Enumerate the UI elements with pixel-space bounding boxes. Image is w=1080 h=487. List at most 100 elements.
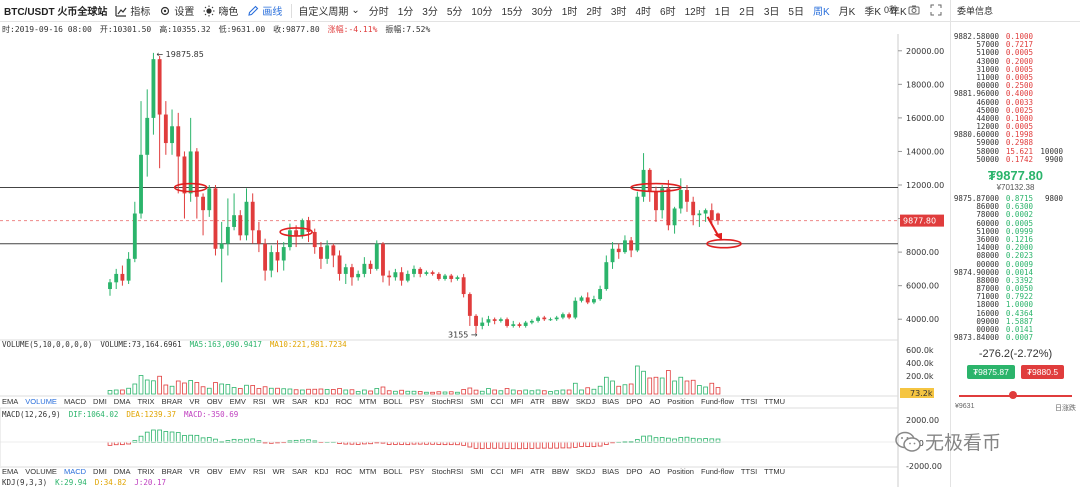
indicator-tab-ttmu[interactable]: TTMU [764,467,785,476]
indicator-tab-ttmu[interactable]: TTMU [764,397,785,406]
order-row[interactable]: 31000 0.0005 [951,65,1080,74]
order-row[interactable]: 11000 0.0005 [951,73,1080,82]
indicator-tab-bias[interactable]: BIAS [602,467,620,476]
indicator-tab-roc[interactable]: ROC [335,397,353,406]
order-row[interactable]: 18000 1.0000 [951,301,1080,309]
order-row[interactable]: 9873.84000 0.0007 [951,333,1080,342]
order-row[interactable]: 9875.87000 0.8715 9800 [951,194,1080,203]
indicator-tab-smi[interactable]: SMI [470,397,484,406]
order-row[interactable]: 45000 0.0025 [951,106,1080,115]
indicator-tab-fund-flow[interactable]: Fund-flow [700,397,734,406]
order-row[interactable]: 58000 15.621 10000 [951,147,1080,156]
indicator-tab-dmi[interactable]: DMI [93,467,107,476]
order-row[interactable]: 9880.60000 0.1998 [951,131,1080,139]
period-11[interactable]: 6时 [660,7,676,18]
order-row[interactable]: 00000 0.0009 [951,260,1080,269]
period-12[interactable]: 12时 [684,7,706,18]
indicator-tab-position[interactable]: Position [667,397,694,406]
indicator-tab-wr[interactable]: WR [272,467,285,476]
indicator-tab-sar[interactable]: SAR [291,467,308,476]
sell-button[interactable]: ₮9880.5 [1020,365,1065,380]
indicator-tab-obv[interactable]: OBV [206,397,223,406]
indicator-tab-stochrsi[interactable]: StochRSI [431,397,464,406]
candlestick-chart[interactable]: 20000.00 18000.00 16000.00 14000.00 12000.00… [0,34,950,487]
order-row[interactable]: 86000 0.6300 [951,202,1080,211]
order-row[interactable]: 59000 0.2988 [951,139,1080,147]
buy-button[interactable]: ₮9875.87 [966,365,1015,380]
period-1[interactable]: 1分 [397,7,414,18]
order-row[interactable]: 88000 0.3392 [951,276,1080,285]
indicator-tab-mtm[interactable]: MTM [359,467,377,476]
indicator-tab-ema[interactable]: EMA [2,467,19,476]
theme-button[interactable]: 嗨色 [203,3,238,18]
period-14[interactable]: 2日 [739,7,755,18]
indicator-tab-dma[interactable]: DMA [113,467,131,476]
indicator-tab-roc[interactable]: ROC [335,467,353,476]
indicator-tab-wr[interactable]: WR [272,397,285,406]
order-row[interactable]: 08000 0.2023 [951,252,1080,260]
indicator-tab-atr[interactable]: ATR [530,467,545,476]
indicator-tab-fund-flow[interactable]: Fund-flow [700,467,734,476]
indicator-tab-dmi[interactable]: DMI [93,397,107,406]
indicator-tab-ttsi[interactable]: TTSI [740,467,758,476]
period-2[interactable]: 3分 [422,7,438,18]
indicator-tab-dpo[interactable]: DPO [626,467,643,476]
indicator-tab-macd[interactable]: MACD [63,397,87,406]
period-5[interactable]: 15分 [501,7,523,18]
period-16[interactable]: 5日 [788,7,804,18]
indicator-tab-bbw[interactable]: BBW [551,467,569,476]
indicator-tab-bias[interactable]: BIAS [602,397,620,406]
indicator-tab-bbw[interactable]: BBW [551,397,569,406]
indicator-tab-emv[interactable]: EMV [229,467,246,476]
period-3[interactable]: 5分 [446,7,463,18]
indicator-tab-ao[interactable]: AO [649,467,661,476]
period-18[interactable]: 月K [838,7,856,18]
indicator-tab-vr[interactable]: VR [189,397,200,406]
indicator-tab-vr[interactable]: VR [189,467,200,476]
indicator-tab-skdj[interactable]: SKDJ [575,397,596,406]
period-7[interactable]: 1时 [561,7,578,18]
indicator-tab-volume[interactable]: VOLUME [25,397,57,406]
indicator-tab-kdj[interactable]: KDJ [314,397,329,406]
order-row[interactable]: 46000 0.0033 [951,98,1080,107]
period-8[interactable]: 2时 [586,7,602,18]
period-20[interactable]: 年K [890,7,907,18]
indicator-tab-stochrsi[interactable]: StochRSI [431,467,464,476]
indicator-tab-obv[interactable]: OBV [206,467,223,476]
indicator-tab-trix[interactable]: TRIX [137,467,155,476]
pair-title[interactable]: BTC/USDT 火币全球站 [4,7,108,18]
draw-button[interactable]: 画线 [247,3,282,18]
order-row[interactable]: 87000 0.0050 [951,284,1080,293]
indicator-tab-ema[interactable]: EMA [2,397,19,406]
indicator-tab-boll[interactable]: BOLL [383,397,403,406]
indicator-tab-ttsi[interactable]: TTSI [740,397,758,406]
indicator-tab-atr[interactable]: ATR [530,397,545,406]
custom-period-dropdown[interactable]: 自定义周期 ⌄ [298,3,359,18]
order-row[interactable]: 09000 1.5887 [951,317,1080,326]
settings-button[interactable]: 设置 [159,3,194,18]
indicator-tab-cci[interactable]: CCI [490,397,504,406]
order-row[interactable]: 12000 0.0005 [951,122,1080,131]
fullscreen-icon[interactable] [930,4,942,16]
order-row[interactable]: 51000 0.0005 [951,49,1080,57]
indicator-tab-boll[interactable]: BOLL [383,467,403,476]
order-row[interactable]: 57000 0.7217 [951,40,1080,49]
order-row[interactable]: 60000 0.0005 [951,219,1080,228]
period-10[interactable]: 4时 [635,7,652,18]
indicator-tab-ao[interactable]: AO [649,397,661,406]
indicator-tab-brar[interactable]: BRAR [161,467,183,476]
order-row[interactable]: 78000 0.0002 [951,211,1080,219]
order-row[interactable]: 00000 0.0141 [951,325,1080,334]
indicator-tab-psy[interactable]: PSY [409,397,425,406]
period-15[interactable]: 3日 [763,7,780,18]
indicator-tab-kdj[interactable]: KDJ [314,467,329,476]
indicator-tab-macd[interactable]: MACD [63,467,87,476]
order-row[interactable]: 9874.90000 0.0014 [951,268,1080,277]
indicator-tab-mtm[interactable]: MTM [359,397,377,406]
indicator-tab-volume[interactable]: VOLUME [25,467,57,476]
indicator-tab-psy[interactable]: PSY [409,467,425,476]
indicator-tab-sar[interactable]: SAR [291,397,308,406]
period-6[interactable]: 30分 [531,7,553,18]
indicator-tab-position[interactable]: Position [667,467,694,476]
indicator-tab-mfi[interactable]: MFI [510,467,524,476]
